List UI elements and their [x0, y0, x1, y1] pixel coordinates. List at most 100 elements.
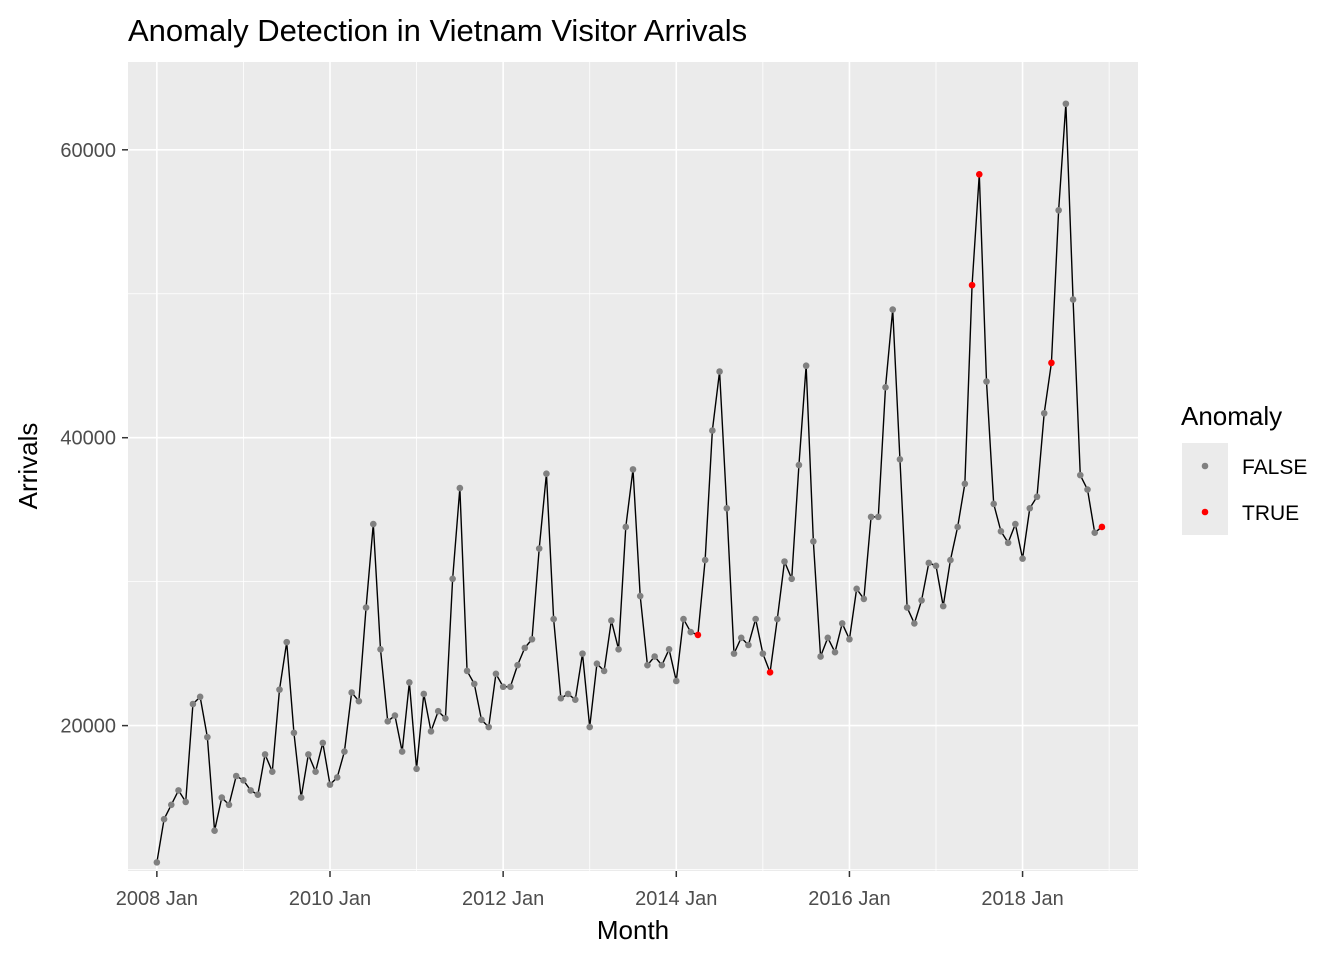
data-point [983, 378, 990, 385]
data-point [918, 597, 925, 604]
data-point [838, 620, 846, 627]
data-point [925, 559, 933, 567]
data-point [276, 686, 283, 693]
data-point [341, 748, 348, 755]
data-point [947, 556, 954, 564]
data-point [795, 461, 803, 469]
x-tick-label: 2012 Jan [462, 888, 544, 910]
data-point [362, 604, 370, 611]
gridlines [128, 62, 1138, 871]
data-point [442, 715, 449, 722]
data-point [579, 650, 586, 657]
data-point [1012, 520, 1019, 528]
data-point [1062, 100, 1070, 108]
data-point [1033, 493, 1041, 501]
data-point [954, 523, 961, 531]
data-point [846, 635, 853, 643]
data-point [521, 644, 529, 652]
data-point [867, 513, 875, 521]
data-point [196, 693, 204, 701]
y-tick-label: 60000 [60, 140, 116, 162]
data-point [1069, 296, 1077, 303]
data-point [434, 707, 442, 715]
data-point [305, 751, 312, 758]
data-point [629, 466, 637, 473]
data-point [211, 827, 218, 834]
data-point [1019, 555, 1026, 562]
data-point [543, 470, 550, 477]
data-point [261, 751, 269, 758]
data-point [723, 504, 731, 512]
data-points [153, 100, 1106, 866]
data-point [1091, 529, 1099, 537]
x-axis: 2008 Jan 2010 Jan 2012 Jan 2014 Jan 2016 Jan… [116, 871, 1064, 910]
data-point [636, 592, 644, 600]
data-point [449, 575, 456, 583]
data-point [398, 748, 406, 755]
legend-label-false: FALSE [1242, 456, 1307, 479]
data-point [384, 717, 392, 725]
x-tick-label: 2018 Jan [981, 888, 1063, 910]
data-point [247, 787, 254, 794]
x-tick-label: 2010 Jan [289, 888, 371, 910]
data-point [355, 697, 363, 705]
data-point [406, 679, 413, 686]
data-point [326, 781, 334, 788]
data-point [1055, 206, 1062, 214]
data-point [608, 617, 615, 624]
data-point [752, 615, 759, 623]
data-point [528, 635, 536, 643]
data-point [745, 641, 752, 649]
data-point [824, 634, 832, 642]
data-point [420, 690, 428, 698]
data-point [571, 696, 579, 703]
data-point [240, 777, 247, 784]
data-point [874, 513, 882, 521]
data-point [514, 661, 521, 669]
data-point [507, 683, 514, 691]
data-point [312, 768, 319, 775]
data-point-anomaly [1048, 359, 1055, 367]
data-point [167, 801, 175, 809]
data-point [680, 615, 687, 623]
legend-label-true: TRUE [1242, 502, 1299, 525]
data-point-anomaly [766, 669, 774, 676]
data-point [290, 729, 298, 737]
legend-marker-true [1201, 508, 1209, 516]
data-point [557, 694, 565, 702]
data-point [463, 667, 471, 675]
data-point [817, 653, 824, 660]
data-point [687, 628, 695, 636]
y-tick-label: 20000 [60, 716, 116, 738]
x-axis-title: Month [597, 915, 669, 945]
data-point [377, 646, 384, 653]
chart-title: Anomaly Detection in Vietnam Visitor Arr… [128, 13, 747, 48]
data-point [391, 712, 399, 719]
data-point [189, 700, 197, 708]
data-point [853, 585, 860, 593]
data-point [896, 456, 904, 463]
data-point [297, 794, 305, 801]
data-point [701, 556, 709, 564]
data-point [254, 791, 262, 799]
data-point [903, 604, 911, 611]
data-point [737, 634, 745, 642]
data-point-anomaly [694, 631, 702, 639]
data-point [586, 723, 594, 731]
data-point [773, 615, 781, 623]
data-point [348, 689, 355, 696]
data-point [1076, 471, 1084, 479]
data-point [1004, 539, 1012, 547]
data-point [730, 650, 738, 657]
data-point [932, 562, 940, 570]
data-point [319, 739, 327, 747]
data-point [781, 558, 788, 565]
data-point [802, 362, 810, 370]
data-point [333, 774, 341, 781]
data-point [499, 683, 507, 691]
data-point [990, 500, 998, 508]
data-point [182, 798, 190, 806]
data-point [535, 545, 543, 552]
data-point [665, 646, 673, 653]
data-point [672, 677, 680, 685]
